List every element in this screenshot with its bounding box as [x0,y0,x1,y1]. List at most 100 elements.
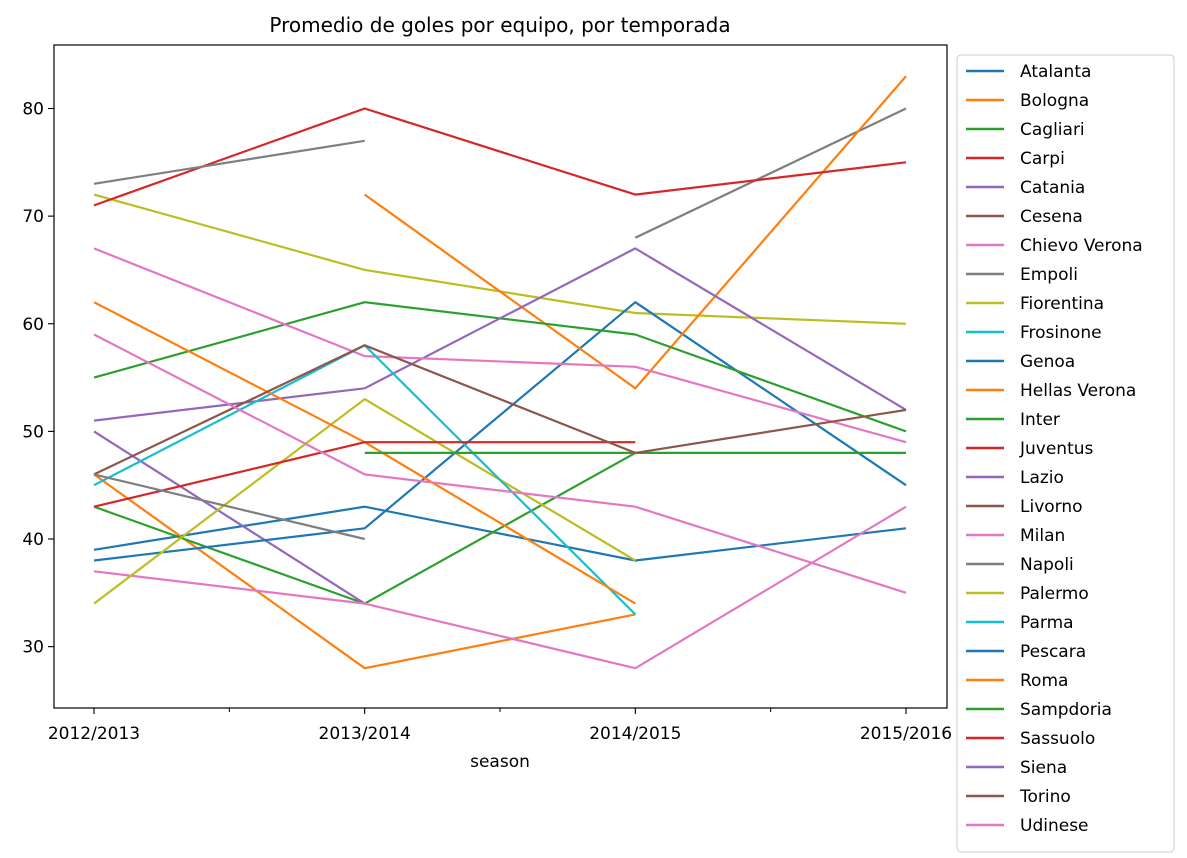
legend-label: Genoa [1020,352,1075,372]
legend-item: Roma [966,671,1068,691]
legend-label: Parma [1020,613,1074,633]
y-tick-label: 70 [22,207,44,227]
legend-item: Fiorentina [966,294,1104,314]
legend-item: Hellas Verona [966,381,1136,401]
series-palermo [93,398,636,605]
series-atalanta [93,505,907,562]
x-tick-label: 2013/2014 [319,724,411,744]
legend-item: Chievo Verona [966,236,1143,256]
legend-item: Cagliari [966,120,1085,140]
legend-item: Bologna [966,91,1089,111]
legend-label: Udinese [1020,816,1089,836]
legend-label: Siena [1020,758,1067,778]
legend-item: Juventus [966,439,1094,459]
plot-lines [93,75,907,670]
y-tick-label: 30 [22,638,44,658]
series-line-sassuolo [93,441,636,508]
series-sassuolo [93,441,636,508]
legend-label: Milan [1020,526,1065,546]
series-line-juventus [93,107,907,207]
legend-label: Cesena [1020,207,1083,227]
legend-box [956,54,1175,853]
legend-label: Hellas Verona [1020,381,1136,401]
series-chievo-verona [93,505,907,670]
y-tick-label: 60 [22,315,44,335]
x-tick-label: 2014/2015 [589,724,681,744]
series-empoli [634,107,907,239]
legend-item: Catania [966,178,1085,198]
series-line-torino [93,344,907,476]
y-axis: 30 40 50 60 70 80 [22,100,54,658]
legend: Atalanta Bologna Cagliari Carpi Catania Cesen… [956,54,1175,853]
series-line-hellas-verona [364,75,907,390]
series-milan [93,247,907,444]
series-line-empoli [634,107,907,239]
legend-item: Atalanta [966,62,1091,82]
y-tick-label: 50 [22,422,44,442]
series-line-udinese [93,333,907,594]
series-juventus [93,107,907,207]
legend-label: Inter [1020,410,1060,430]
legend-label: Cagliari [1020,120,1085,140]
x-axis-label: season [470,752,530,772]
legend-item: Pescara [966,642,1086,662]
legend-label: Pescara [1020,642,1086,662]
legend-label: Lazio [1020,468,1064,488]
series-genoa [93,301,907,562]
legend-label: Catania [1020,178,1085,198]
legend-label: Livorno [1020,497,1083,517]
series-udinese [93,333,907,594]
legend-label: Napoli [1020,555,1074,575]
y-tick-label: 40 [22,530,44,550]
legend-label: Torino [1019,787,1071,807]
series-napoli [93,139,365,185]
legend-item: Milan [966,526,1065,546]
legend-item: Empoli [966,265,1078,285]
series-line-napoli [93,139,365,185]
legend-label: Roma [1020,671,1068,691]
series-line-palermo [93,398,636,605]
chart-title: Promedio de goles por equipo, por tempor… [269,13,730,37]
series-torino [93,344,907,476]
legend-item: Genoa [966,352,1075,372]
series-catania [93,430,366,605]
series-line-atalanta [93,505,907,562]
legend-label: Juventus [1019,439,1094,459]
series-unlabeled-27 [93,473,365,541]
legend-label: Palermo [1020,584,1089,604]
legend-item: Frosinone [966,323,1102,343]
legend-item: Palermo [966,584,1089,604]
x-axis: 2012/2013 2013/2014 2014/2015 2015/2016 [48,708,952,744]
x-tick-label: 2012/2013 [48,724,140,744]
series-line-unlabeled-27 [93,473,365,541]
series-line-milan [93,247,907,444]
legend-label: Bologna [1020,91,1089,111]
legend-item: Cesena [966,207,1083,227]
legend-label: Carpi [1020,149,1065,169]
legend-item: Carpi [966,149,1065,169]
legend-item: Inter [966,410,1060,430]
legend-item: Siena [966,758,1067,778]
series-line-catania [93,430,366,605]
legend-item: Udinese [966,816,1089,836]
legend-label: Fiorentina [1020,294,1104,314]
legend-label: Sampdoria [1020,700,1112,720]
series-hellas-verona [364,75,907,390]
legend-item: Torino [966,787,1071,807]
series-line-genoa [93,301,907,562]
legend-label: Atalanta [1020,62,1091,82]
legend-item: Sampdoria [966,700,1112,720]
legend-item: Livorno [966,497,1083,517]
legend-label: Frosinone [1020,323,1102,343]
legend-item: Napoli [966,555,1074,575]
legend-label: Chievo Verona [1020,236,1143,256]
legend-item: Lazio [966,468,1064,488]
legend-item: Sassuolo [966,729,1095,749]
legend-item: Parma [966,613,1074,633]
series-line-chievo-verona [93,505,907,670]
legend-label: Sassuolo [1020,729,1095,749]
legend-label: Empoli [1020,265,1078,285]
y-tick-label: 80 [22,100,44,120]
x-tick-label: 2015/2016 [860,724,952,744]
